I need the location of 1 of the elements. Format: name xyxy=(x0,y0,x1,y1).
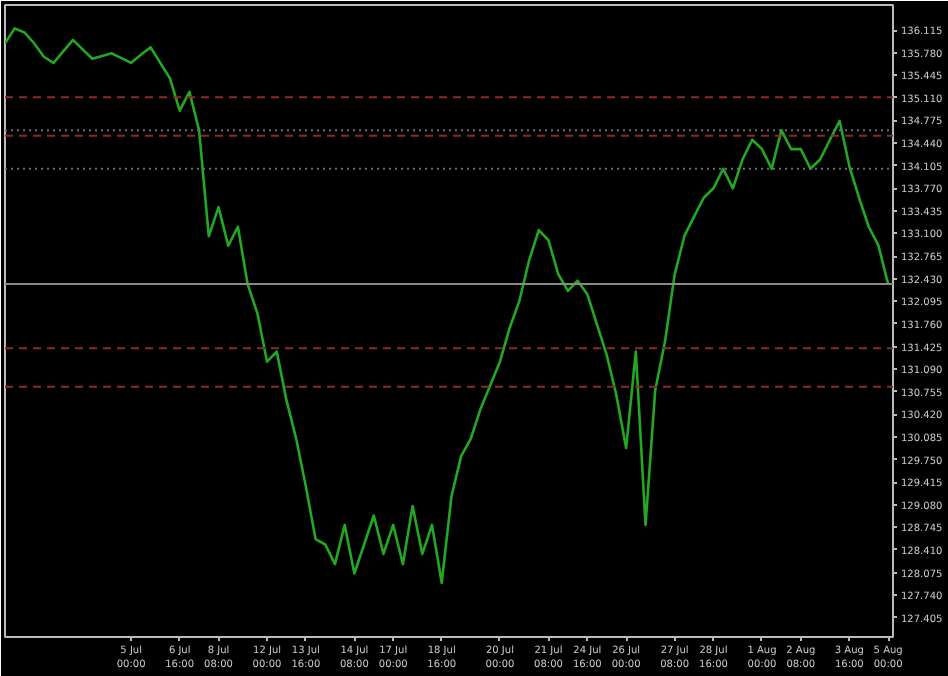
line-series xyxy=(5,27,890,585)
